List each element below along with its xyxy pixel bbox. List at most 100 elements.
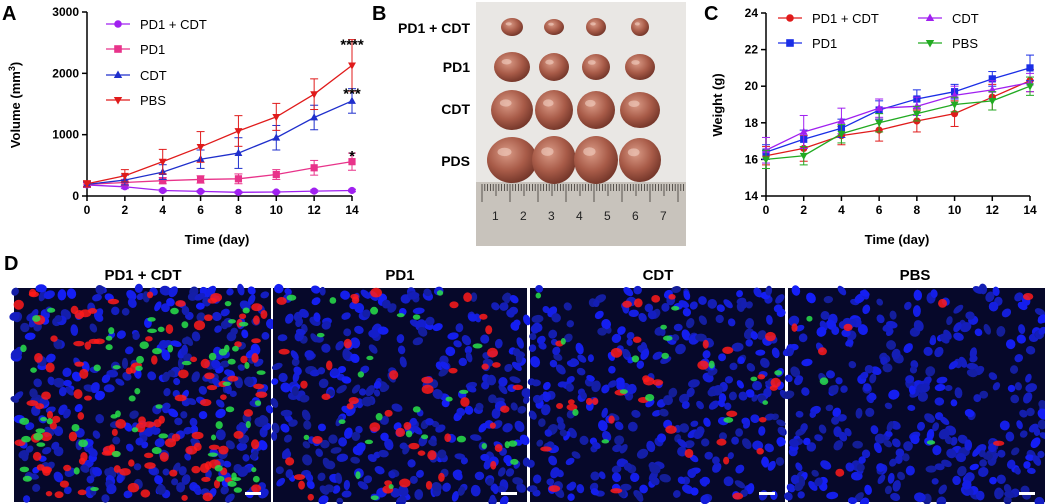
red-cell xyxy=(32,451,42,461)
x-tick-label: 14 xyxy=(1023,203,1037,217)
nucleus xyxy=(343,479,351,491)
nucleus xyxy=(379,417,389,425)
nucleus xyxy=(483,459,492,470)
nucleus xyxy=(542,391,550,400)
nucleus xyxy=(531,314,544,324)
nucleus xyxy=(38,290,47,302)
red-cell xyxy=(312,436,323,444)
red-cell xyxy=(251,439,260,450)
nucleus xyxy=(363,475,373,484)
x-tick-label: 6 xyxy=(197,203,204,217)
green-cell xyxy=(572,408,579,416)
green-cell xyxy=(90,486,99,492)
nucleus xyxy=(355,442,366,453)
nucleus xyxy=(215,408,226,419)
red-cell xyxy=(54,491,64,499)
nucleus xyxy=(913,320,924,332)
nucleus xyxy=(281,449,292,460)
significance-mark: **** xyxy=(340,36,364,53)
nucleus xyxy=(132,331,140,340)
nucleus xyxy=(470,484,481,497)
nucleus xyxy=(635,492,644,502)
nucleus xyxy=(416,469,424,478)
green-cell xyxy=(723,417,734,423)
red-cell xyxy=(500,405,510,413)
red-cell xyxy=(28,291,39,298)
nucleus xyxy=(521,388,532,398)
nucleus xyxy=(341,376,352,384)
nucleus xyxy=(983,323,992,335)
data-point xyxy=(310,164,318,172)
series-line xyxy=(86,64,353,185)
nucleus xyxy=(636,448,649,459)
nucleus xyxy=(33,378,42,388)
nucleus xyxy=(337,365,347,374)
nucleus xyxy=(311,297,321,306)
nucleus xyxy=(914,492,926,503)
nucleus xyxy=(795,375,804,383)
nucleus xyxy=(176,482,186,493)
nucleus xyxy=(237,283,245,296)
nucleus xyxy=(335,472,343,484)
data-point xyxy=(912,110,921,118)
green-cell xyxy=(926,440,936,445)
nucleus xyxy=(736,380,745,389)
nucleus xyxy=(512,477,524,485)
data-point xyxy=(159,177,167,185)
nucleus xyxy=(63,379,72,387)
x-tick-label: 14 xyxy=(345,203,359,217)
nucleus xyxy=(656,433,667,443)
nucleus xyxy=(623,287,634,297)
nucleus xyxy=(295,328,306,336)
red-cell xyxy=(199,463,210,474)
data-point xyxy=(837,130,846,139)
nucleus xyxy=(953,332,964,341)
nucleus xyxy=(652,410,662,417)
nucleus xyxy=(475,402,484,411)
nucleus xyxy=(1005,431,1015,442)
red-cell xyxy=(770,377,781,388)
nucleus xyxy=(736,290,743,298)
nucleus xyxy=(1014,382,1022,391)
nucleus xyxy=(1017,301,1028,311)
chart-a-volume: A 0 2 4 6 8 10 12 14 0 1000 2000 3000 PD1 + CDT PD1 CD… xyxy=(2,3,364,247)
nucleus xyxy=(528,344,537,352)
nucleus xyxy=(688,379,700,388)
nucleus xyxy=(276,477,286,487)
nucleus xyxy=(972,285,984,294)
nucleus xyxy=(271,378,279,385)
nucleus xyxy=(962,480,972,490)
legend-marker xyxy=(925,13,935,22)
nucleus xyxy=(181,474,191,485)
nucleus xyxy=(546,478,555,486)
nucleus xyxy=(503,455,510,463)
nucleus xyxy=(647,310,657,320)
tumor-highlight xyxy=(541,147,554,156)
nucleus xyxy=(224,369,232,376)
ruler-ticks xyxy=(481,184,685,202)
nucleus xyxy=(101,494,110,503)
nucleus xyxy=(659,473,671,483)
nucleus xyxy=(825,370,836,379)
nucleus xyxy=(314,335,324,343)
nucleus xyxy=(215,399,225,408)
green-cell xyxy=(207,452,218,457)
nucleus xyxy=(215,429,226,441)
y-tick-label: 22 xyxy=(745,43,759,57)
red-cell xyxy=(307,493,314,501)
nucleus xyxy=(626,331,635,340)
red-cell xyxy=(74,361,85,367)
nucleus xyxy=(550,467,560,479)
tumor-highlight xyxy=(501,59,512,65)
data-point xyxy=(348,158,356,166)
nucleus xyxy=(638,312,647,322)
red-cell xyxy=(146,291,154,299)
nucleus xyxy=(775,294,785,304)
x-tick-label: 8 xyxy=(235,203,242,217)
tumor xyxy=(501,18,523,36)
series-line xyxy=(765,81,1031,151)
nucleus xyxy=(910,434,920,445)
nucleus xyxy=(499,302,509,311)
green-cell xyxy=(338,419,346,425)
nucleus xyxy=(750,331,758,340)
